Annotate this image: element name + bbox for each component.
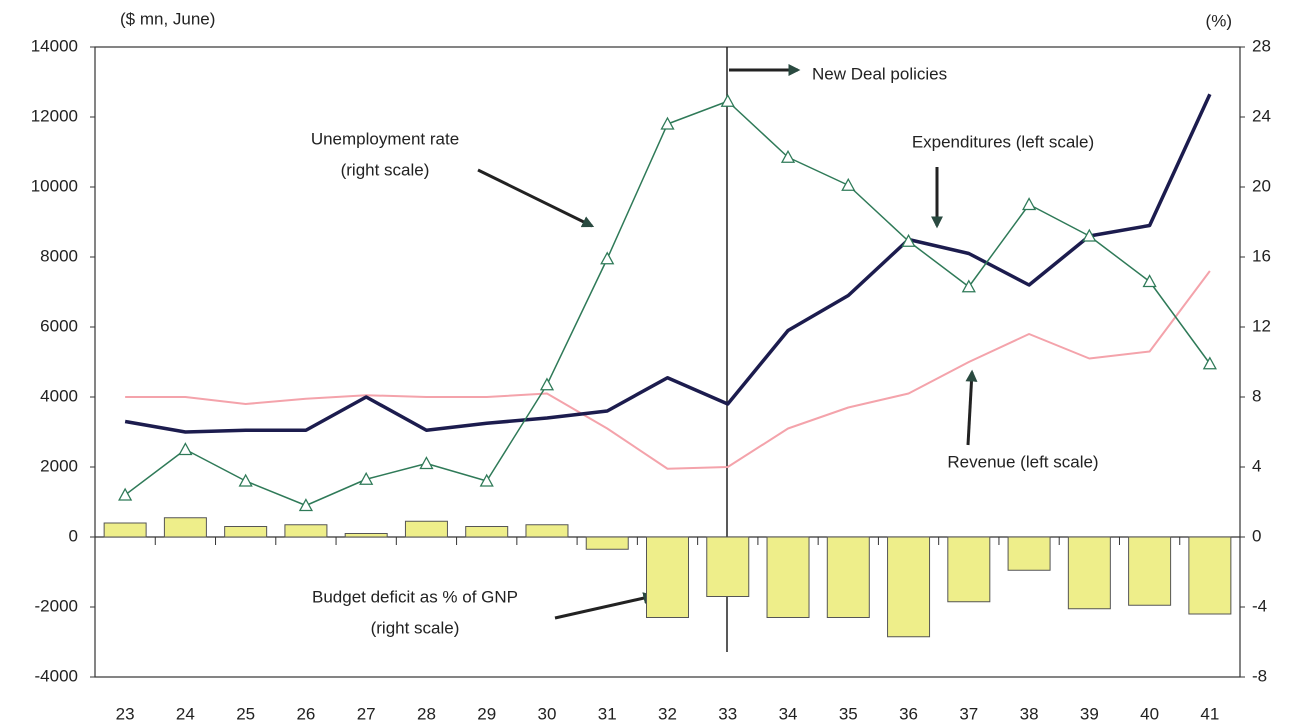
y-axis-label: ($ mn, June) [120,9,215,28]
x-tick-label: 28 [417,704,436,723]
annotation: (right scale) [341,160,430,179]
x-tick-label: 23 [116,704,135,723]
bar [766,536,810,618]
marker [901,233,916,247]
annotation: Expenditures (left scale) [912,132,1094,151]
marker [660,116,675,130]
annotation: Revenue (left scale) [947,452,1098,471]
bar [1128,536,1172,606]
annotation: Unemployment rate [311,129,459,148]
arrow [554,592,656,620]
x-tick-label: 27 [357,704,376,723]
x-tick-label: 36 [899,704,918,723]
marker [1082,228,1097,242]
marker [720,93,735,107]
marker [1021,197,1037,211]
line [124,100,1211,507]
marker [841,177,856,191]
x-tick-label: 32 [658,704,677,723]
bar [525,524,569,538]
line [125,270,1211,470]
x-tick-label: 35 [839,704,858,723]
y-tick-label: 10000 [31,176,78,195]
x-tick-label: 29 [477,704,496,723]
y-tick-label: 4000 [40,386,78,405]
y-tick-label: 0 [69,526,78,545]
marker [479,473,494,487]
y2-tick-label: 28 [1252,36,1271,55]
y2-tick-label: -4 [1252,596,1267,615]
y2-tick-label: 4 [1252,456,1261,475]
marker [1202,356,1217,370]
annotation: (right scale) [371,618,460,637]
marker [419,456,434,470]
marker [238,473,253,487]
x-tick-label: 40 [1140,704,1159,723]
bar [404,520,448,538]
marker [118,487,133,501]
line [124,93,1212,434]
x-tick-label: 24 [176,704,195,723]
bar [465,526,509,538]
marker [298,498,314,512]
y2-tick-label: 12 [1252,316,1271,335]
bar [224,526,268,538]
x-tick-label: 39 [1080,704,1099,723]
x-tick-label: 25 [236,704,255,723]
x-tick-label: 38 [1020,704,1039,723]
marker [780,149,796,163]
x-tick-label: 41 [1200,704,1219,723]
bar [947,536,991,603]
y2-tick-label: -8 [1252,666,1267,685]
bar [585,536,629,550]
y-tick-label: 2000 [40,456,78,475]
y-tick-label: -4000 [35,666,78,685]
arrow [965,369,978,446]
y-tick-label: 12000 [31,106,78,125]
bar [1007,536,1051,571]
y2-tick-label: 0 [1252,526,1261,545]
annotation: Budget deficit as % of GNP [312,587,518,606]
marker [600,251,615,265]
y2-axis-label: (%) [1206,11,1232,30]
y-tick-label: 14000 [31,36,78,55]
x-tick-label: 30 [538,704,557,723]
marker [359,471,374,485]
y-tick-label: 8000 [40,246,78,265]
marker [1142,274,1157,288]
y-tick-label: -2000 [35,596,78,615]
bar [706,536,750,597]
bar [284,524,328,538]
bar [1067,536,1111,610]
x-tick-label: 31 [598,704,617,723]
bar [826,536,870,618]
marker [539,377,555,391]
arrow [477,168,595,228]
marker [961,279,976,293]
bar [1188,536,1232,615]
plot-frame [94,46,1241,678]
x-tick-label: 34 [779,704,798,723]
y2-tick-label: 20 [1252,176,1271,195]
marker [178,442,193,456]
y2-tick-label: 16 [1252,246,1271,265]
y2-tick-label: 8 [1252,386,1261,405]
x-tick-label: 26 [296,704,315,723]
bar [103,522,147,538]
y2-tick-label: 24 [1252,106,1271,125]
bar [646,536,689,618]
bar [887,536,931,638]
x-tick-label: 37 [959,704,978,723]
x-tick-label: 33 [718,704,737,723]
y-tick-label: 6000 [40,316,78,335]
bar [344,533,388,538]
annotation: New Deal policies [812,64,947,83]
bar [163,517,207,538]
